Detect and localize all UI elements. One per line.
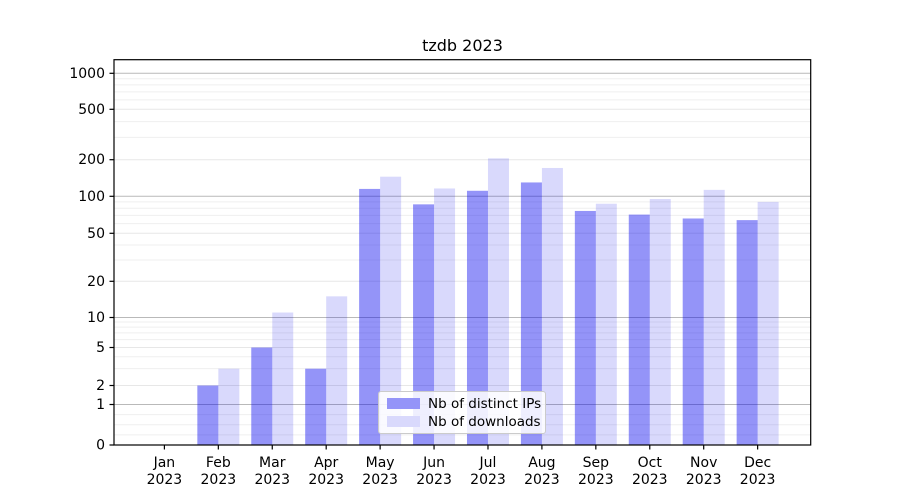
- x-tick-label-month: Apr: [314, 455, 338, 471]
- legend-label-downloads: Nb of downloads: [428, 413, 541, 430]
- bar-distinct-ips-Mar-2023: [251, 347, 273, 445]
- bar-distinct-ips-Dec-2023: [736, 220, 758, 445]
- legend: Nb of distinct IPs Nb of downloads: [378, 391, 546, 434]
- bar-downloads-May-2023: [380, 176, 402, 445]
- x-tick-label-year: 2023: [632, 472, 668, 488]
- bar-downloads-Mar-2023: [272, 312, 294, 445]
- y-tick-label: 0: [96, 438, 105, 454]
- y-tick-label: 20: [87, 274, 105, 290]
- legend-swatch-downloads: [387, 416, 420, 427]
- x-tick-label-month: Aug: [528, 455, 555, 471]
- y-tick-label: 1000: [69, 66, 105, 82]
- bar-distinct-ips-Feb-2023: [197, 385, 219, 445]
- x-tick-label-year: 2023: [308, 472, 344, 488]
- y-tick-label: 50: [87, 226, 105, 242]
- bar-distinct-ips-Jun-2023: [413, 204, 435, 445]
- legend-item-distinct-ips: Nb of distinct IPs: [387, 397, 545, 411]
- y-tick-label: 500: [78, 102, 105, 118]
- bar-downloads-Apr-2023: [326, 296, 348, 445]
- x-tick-label-month: Jan: [153, 455, 176, 471]
- y-tick-label: 5: [96, 340, 105, 356]
- x-tick-label-year: 2023: [362, 472, 398, 488]
- x-tick-label-year: 2023: [686, 472, 722, 488]
- y-tick-label: 200: [78, 152, 105, 168]
- bar-downloads-Dec-2023: [757, 201, 779, 445]
- bar-downloads-Feb-2023: [218, 368, 240, 445]
- bar-distinct-ips-Sep-2023: [574, 210, 596, 445]
- bar-distinct-ips-May-2023: [359, 188, 381, 445]
- x-tick-label-month: Nov: [690, 455, 717, 471]
- x-tick-label-month: Jun: [422, 455, 445, 471]
- x-tick-label-month: Oct: [638, 455, 663, 471]
- bar-downloads-Oct-2023: [649, 199, 671, 445]
- legend-swatch-distinct-ips: [387, 398, 420, 409]
- y-tick-label: 2: [96, 378, 105, 394]
- y-tick-label: 1: [96, 397, 105, 413]
- y-tick-label: 100: [78, 189, 105, 205]
- bar-downloads-Nov-2023: [703, 189, 725, 445]
- x-tick-label-month: Dec: [744, 455, 771, 471]
- y-tick-label: 10: [87, 310, 105, 326]
- x-tick-label-year: 2023: [740, 472, 776, 488]
- bar-downloads-Sep-2023: [595, 203, 617, 445]
- bar-downloads-Aug-2023: [541, 167, 563, 445]
- x-tick-label-month: Mar: [259, 455, 286, 471]
- chart-title: tzdb 2023: [422, 36, 503, 55]
- x-tick-label-year: 2023: [147, 472, 183, 488]
- x-tick-label-month: Sep: [583, 455, 610, 471]
- bar-distinct-ips-Nov-2023: [682, 218, 704, 445]
- legend-label-distinct-ips: Nb of distinct IPs: [428, 395, 542, 412]
- plot-border: [113, 59, 812, 446]
- x-tick-label-year: 2023: [416, 472, 452, 488]
- x-tick-label-year: 2023: [254, 472, 290, 488]
- bar-distinct-ips-Apr-2023: [305, 368, 327, 445]
- x-tick-label-month: May: [366, 455, 395, 471]
- bar-distinct-ips-Oct-2023: [628, 214, 650, 445]
- bar-distinct-ips-Aug-2023: [520, 182, 542, 445]
- bar-downloads-Jun-2023: [434, 188, 456, 446]
- x-tick-label-year: 2023: [524, 472, 560, 488]
- x-tick-label-month: Feb: [206, 455, 231, 471]
- x-tick-label-year: 2023: [578, 472, 614, 488]
- x-tick-label-month: Jul: [479, 455, 497, 471]
- x-tick-label-year: 2023: [201, 472, 237, 488]
- bar-distinct-ips-Jul-2023: [466, 190, 488, 445]
- legend-item-downloads: Nb of downloads: [387, 415, 545, 429]
- x-tick-label-year: 2023: [470, 472, 506, 488]
- bar-downloads-Jul-2023: [487, 158, 509, 445]
